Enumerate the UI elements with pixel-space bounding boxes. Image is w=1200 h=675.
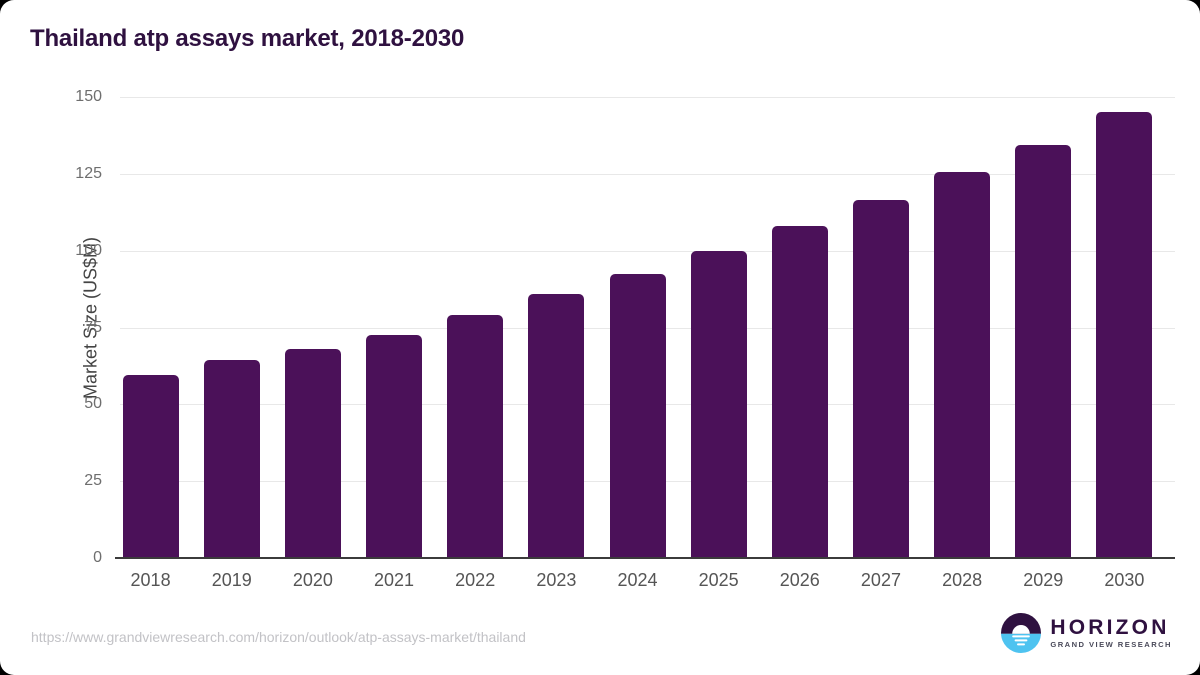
bar-2018[interactable]: [122, 375, 179, 558]
x-axis-tick-label: 2018: [130, 570, 171, 590]
bar-2022[interactable]: [447, 315, 504, 558]
y-axis-tick-label: 125: [75, 164, 102, 182]
x-axis-tick-label: 2020: [292, 570, 333, 590]
y-axis-tick-label: 100: [75, 241, 102, 259]
y-axis-tick-label: 25: [84, 472, 102, 490]
y-axis-tick-label: 50: [84, 395, 102, 413]
x-axis-tick-label: 2027: [860, 570, 901, 590]
plot-area: [120, 97, 1175, 559]
logo-text: HORIZON GRAND VIEW RESEARCH: [1050, 615, 1172, 649]
bar-2021[interactable]: [366, 335, 423, 558]
page-title: Thailand atp assays market, 2018-2030: [30, 25, 465, 52]
horizon-logo[interactable]: HORIZON GRAND VIEW RESEARCH: [1001, 613, 1172, 653]
bar-2027[interactable]: [852, 199, 909, 558]
gridline: [120, 97, 1175, 98]
y-axis-tick-label: 0: [93, 549, 102, 566]
x-axis-tick-label: 2025: [698, 570, 739, 590]
source-url[interactable]: https://www.grandviewresearch.com/horizo…: [31, 629, 526, 645]
bar-2028[interactable]: [934, 172, 991, 558]
horizon-sun-logo-icon: [1001, 613, 1042, 653]
bar-2029[interactable]: [1015, 144, 1072, 558]
bar-2023[interactable]: [528, 293, 585, 558]
gridline: [120, 173, 1175, 175]
x-axis-tick-label: 2030: [1104, 570, 1145, 590]
x-axis-tick-label: 2029: [1023, 570, 1064, 590]
gridline: [120, 250, 1175, 252]
x-axis-tick-label: 2023: [536, 570, 577, 590]
x-axis-tick-label: 2019: [211, 570, 252, 590]
x-axis-tick-label: 2024: [617, 570, 658, 590]
y-axis-tick-label: 75: [84, 318, 102, 336]
bar-2030[interactable]: [1096, 112, 1153, 558]
bar-2020[interactable]: [284, 349, 341, 558]
bar-2025[interactable]: [690, 250, 747, 558]
logo-wordmark: HORIZON: [1050, 615, 1170, 639]
bar-2026[interactable]: [771, 226, 828, 558]
x-axis-line: [115, 557, 1175, 559]
x-axis-tick-label: 2022: [455, 570, 496, 590]
bar-2019[interactable]: [203, 359, 260, 558]
x-axis-tick-label: 2021: [374, 570, 415, 590]
y-axis-tick-label: 150: [75, 88, 102, 105]
x-axis-tick-label: 2026: [779, 570, 820, 590]
logo-tagline: GRAND VIEW RESEARCH: [1050, 639, 1172, 649]
x-axis-tick-label: 2028: [942, 570, 983, 590]
bar-2024[interactable]: [609, 273, 666, 558]
